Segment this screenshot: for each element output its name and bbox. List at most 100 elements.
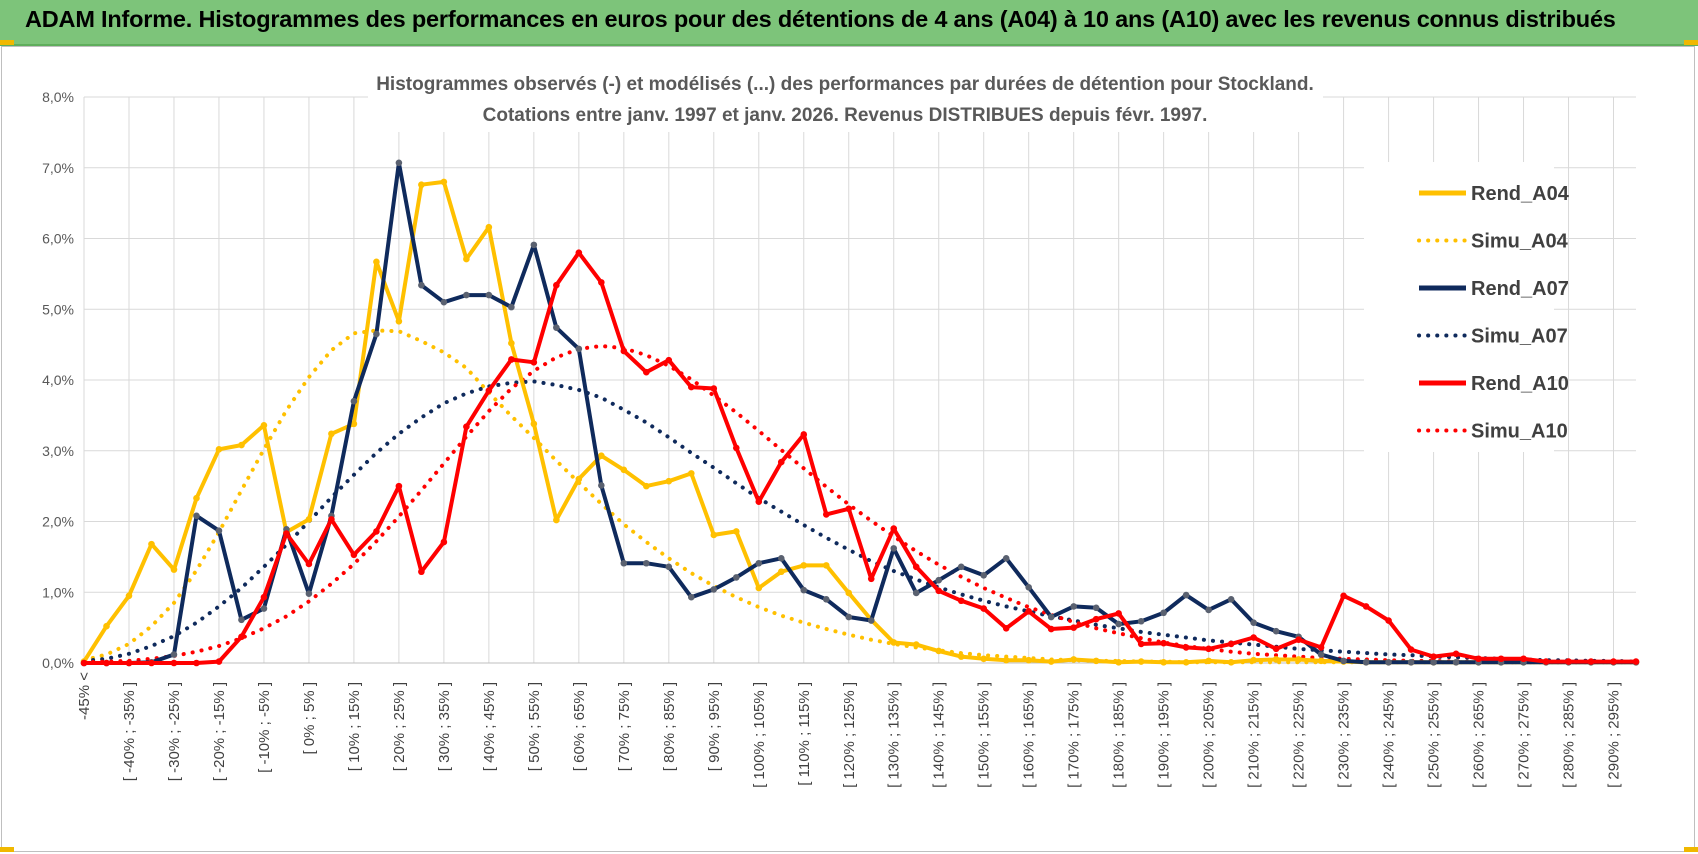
data-point-Rend_A07 [688, 593, 695, 601]
data-point-Rend_A10 [1497, 655, 1505, 663]
data-point-Rend_A04 [688, 470, 695, 477]
data-point-Rend_A04 [912, 641, 920, 648]
x-tick-label: [ 30% ; 35% ] [436, 682, 453, 771]
y-tick-label: 4,0% [42, 372, 74, 388]
data-point-Rend_A04 [215, 446, 223, 453]
x-tick-label: [ -20% ; -15% ] [211, 682, 228, 781]
y-tick-label: 8,0% [42, 89, 74, 105]
data-point-Rend_A07 [867, 617, 875, 624]
data-point-Rend_A07 [1430, 658, 1437, 666]
data-point-Rend_A04 [1250, 656, 1257, 664]
data-point-Rend_A10 [553, 281, 560, 289]
x-tick-label: [ 50% ; 55% ] [526, 682, 543, 771]
data-point-Rend_A04 [373, 258, 380, 266]
data-point-Rend_A10 [1092, 615, 1100, 623]
data-point-Rend_A07 [777, 554, 785, 562]
data-point-Rend_A10 [1362, 603, 1370, 610]
data-point-Rend_A10 [1272, 645, 1280, 653]
legend-label-Simu_A07: Simu_A07 [1471, 326, 1568, 348]
data-point-Rend_A04 [1182, 658, 1190, 666]
data-point-Rend_A04 [553, 516, 560, 524]
data-point-Rend_A10 [1227, 640, 1235, 648]
data-point-Rend_A10 [957, 597, 965, 605]
data-point-Rend_A04 [665, 477, 673, 485]
data-point-Rend_A07 [553, 324, 560, 331]
data-point-Rend_A04 [193, 494, 200, 502]
data-point-Rend_A10 [598, 279, 605, 286]
data-point-Rend_A04 [1137, 658, 1145, 665]
data-point-Rend_A07 [710, 586, 718, 593]
data-point-Rend_A10 [620, 347, 628, 355]
data-point-Rend_A10 [867, 575, 875, 583]
data-point-Rend_A07 [1002, 554, 1010, 562]
data-point-Rend_A10 [463, 423, 470, 430]
data-point-Rend_A07 [215, 527, 223, 534]
x-tick-label: [ 220% ; 225% ] [1291, 682, 1308, 788]
data-point-Rend_A10 [755, 498, 763, 505]
data-point-Rend_A07 [935, 576, 943, 584]
x-tick-label: [ 80% ; 85% ] [661, 682, 678, 771]
data-point-Rend_A07 [800, 586, 808, 594]
data-point-Rend_A10 [238, 633, 245, 641]
data-point-Rend_A10 [777, 458, 785, 466]
data-point-Rend_A04 [1047, 658, 1055, 665]
data-point-Rend_A07 [1092, 604, 1100, 612]
x-tick-label: [ 0% ; 5% ] [301, 682, 318, 755]
data-point-Rend_A07 [1115, 620, 1122, 628]
data-point-Rend_A04 [328, 430, 335, 438]
data-point-Rend_A10 [1565, 658, 1572, 665]
data-point-Rend_A07 [508, 303, 515, 311]
data-point-Rend_A04 [598, 452, 605, 460]
data-point-Rend_A10 [1025, 608, 1032, 615]
data-point-Rend_A10 [643, 368, 650, 376]
data-point-Rend_A04 [148, 540, 155, 548]
data-point-Rend_A04 [1205, 657, 1212, 665]
data-point-Rend_A07 [1385, 658, 1392, 666]
x-axis: -45% < [ -40% ; -35% ] [ -30% ; -25% ] [ -2… [76, 672, 1623, 788]
data-point-Rend_A10 [935, 587, 943, 595]
x-tick-label: [ 240% ; 245% ] [1381, 682, 1398, 788]
x-tick-label: [ 210% ; 215% ] [1246, 682, 1263, 788]
data-point-Rend_A07 [1452, 658, 1460, 666]
data-point-Rend_A04 [463, 255, 470, 263]
data-point-Rend_A04 [485, 223, 493, 231]
data-point-Rend_A07 [1025, 583, 1032, 591]
plot-area [80, 159, 1640, 667]
data-point-Rend_A04 [1092, 657, 1100, 665]
data-point-Rend_A04 [935, 647, 943, 655]
data-point-Rend_A10 [1542, 658, 1550, 665]
data-point-Rend_A07 [1160, 609, 1167, 617]
data-point-Rend_A04 [643, 482, 650, 490]
data-point-Rend_A10 [80, 659, 88, 667]
data-point-Rend_A10 [103, 659, 110, 667]
data-point-Rend_A10 [575, 249, 583, 256]
x-tick-label: -45% < [76, 672, 93, 720]
data-point-Rend_A04 [1025, 656, 1032, 664]
data-point-Rend_A10 [305, 560, 313, 568]
data-point-Rend_A04 [620, 466, 628, 474]
legend-background [1364, 162, 1554, 452]
data-point-Rend_A10 [125, 659, 133, 667]
data-point-Rend_A04 [1317, 657, 1325, 665]
data-point-Rend_A10 [508, 356, 515, 363]
x-tick-label: [ -10% ; -5% ] [256, 682, 273, 773]
series-line-Rend_A07 [84, 160, 1636, 665]
data-point-Rend_A10 [1115, 610, 1122, 617]
data-point-Rend_A04 [800, 562, 808, 569]
x-tick-label: [ 40% ; 45% ] [481, 682, 498, 771]
x-tick-label: [ 110% ; 115% ] [796, 682, 813, 786]
legend-label-Simu_A04: Simu_A04 [1471, 231, 1569, 253]
data-point-Rend_A10 [1610, 658, 1617, 665]
legend-label-Rend_A04: Rend_A04 [1471, 183, 1570, 205]
data-point-Rend_A10 [912, 563, 920, 571]
data-point-Rend_A07 [530, 241, 538, 249]
x-tick-label: [ 130% ; 135% ] [886, 682, 903, 788]
data-point-Rend_A07 [980, 571, 988, 579]
data-point-Rend_A10 [1160, 639, 1167, 647]
x-tick-label: [ 140% ; 145% ] [931, 682, 948, 788]
x-tick-label: [ 270% ; 275% ] [1516, 682, 1533, 788]
data-point-Rend_A10 [530, 359, 538, 366]
data-point-Rend_A04 [238, 441, 245, 449]
data-point-Rend_A07 [1182, 591, 1190, 599]
data-point-Rend_A10 [1002, 625, 1010, 632]
